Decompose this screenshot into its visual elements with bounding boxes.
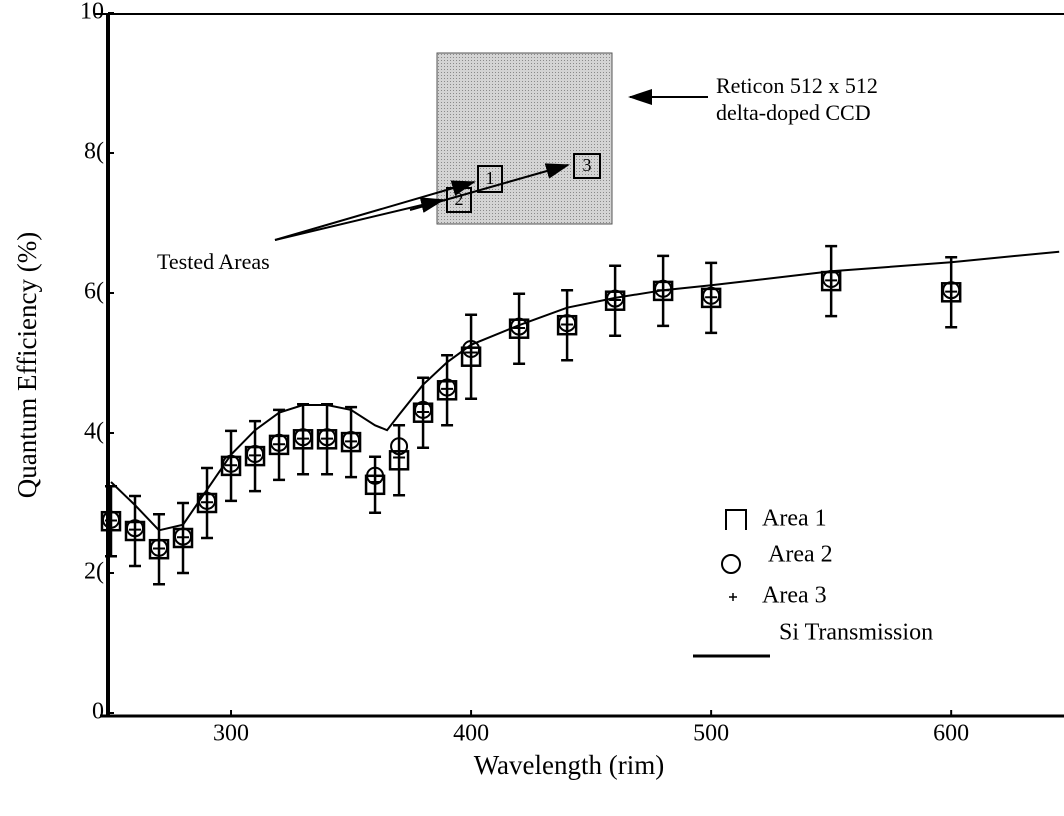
marker-square bbox=[700, 287, 722, 309]
marker-plus bbox=[297, 432, 310, 445]
marker-circle bbox=[558, 314, 577, 333]
x-axis-label: Wavelength (rim) bbox=[474, 750, 665, 780]
y-tick-label: 2( bbox=[84, 559, 104, 585]
inset-square bbox=[573, 153, 601, 179]
annotation: Reticon 512 x 512 bbox=[716, 73, 878, 98]
legend-marker bbox=[729, 593, 737, 601]
inset-label: 2 bbox=[455, 189, 464, 209]
marker-plus bbox=[273, 438, 286, 451]
marker-circle bbox=[342, 431, 361, 449]
arrow bbox=[274, 180, 476, 241]
marker-square bbox=[268, 434, 290, 456]
y-axis-label: Quantum Efficiency (%) bbox=[12, 232, 42, 498]
marker-square bbox=[436, 380, 458, 401]
marker-plus bbox=[609, 294, 622, 306]
marker-plus bbox=[153, 542, 166, 555]
inset-label: 3 bbox=[583, 155, 592, 175]
annotation: Tested Areas bbox=[157, 249, 270, 274]
y-tick-label: 8( bbox=[84, 139, 104, 165]
marker-plus bbox=[513, 322, 526, 334]
x-tick-label: 600 bbox=[933, 721, 969, 747]
marker-plus bbox=[369, 476, 382, 488]
marker-square bbox=[412, 402, 434, 423]
legend-label: Si Transmission bbox=[779, 620, 933, 646]
marker-circle bbox=[246, 445, 265, 463]
legend-label: Area 1 bbox=[762, 506, 827, 532]
marker-circle bbox=[270, 433, 289, 452]
y-tick-label: 10 bbox=[80, 0, 104, 25]
marker-circle bbox=[942, 281, 961, 300]
x-tick-label: 400 bbox=[453, 721, 489, 747]
marker-circle bbox=[510, 317, 529, 336]
marker-plus bbox=[825, 274, 838, 287]
marker-plus bbox=[201, 496, 214, 509]
marker-circle bbox=[438, 378, 457, 397]
y-tick-label: 6( bbox=[84, 279, 104, 305]
marker-circle bbox=[150, 538, 169, 557]
marker-plus bbox=[465, 346, 478, 359]
marker-square bbox=[340, 431, 362, 453]
marker-square bbox=[220, 455, 242, 477]
marker-plus bbox=[105, 514, 118, 527]
annotation: delta-doped CCD bbox=[716, 100, 871, 125]
x-tick-label: 300 bbox=[213, 721, 249, 747]
marker-plus bbox=[225, 459, 238, 472]
marker-plus bbox=[249, 449, 262, 462]
marker-circle bbox=[702, 286, 721, 305]
marker-circle bbox=[174, 527, 193, 546]
marker-plus bbox=[177, 531, 190, 544]
marker-square bbox=[556, 314, 578, 336]
marker-plus bbox=[393, 451, 406, 464]
inset-label: 1 bbox=[486, 168, 495, 188]
legend-label: Area 2 bbox=[768, 542, 833, 568]
marker-plus bbox=[441, 382, 454, 395]
marker-plus bbox=[129, 523, 142, 536]
marker-circle bbox=[126, 519, 145, 538]
marker-square bbox=[364, 474, 386, 496]
marker-circle bbox=[318, 428, 337, 447]
y-tick-label: 0 bbox=[92, 699, 104, 725]
y-tick-label: 4( bbox=[84, 419, 104, 445]
marker-plus bbox=[417, 406, 430, 418]
marker-plus bbox=[705, 291, 718, 304]
marker-plus bbox=[321, 432, 334, 445]
marker-square bbox=[244, 445, 266, 467]
marker-square bbox=[124, 520, 146, 542]
inset-square bbox=[477, 165, 503, 193]
si-transmission-line bbox=[110, 250, 1060, 532]
legend-label: Area 3 bbox=[762, 583, 827, 609]
legend-marker bbox=[721, 554, 741, 574]
x-tick-label: 500 bbox=[693, 721, 729, 747]
marker-square bbox=[292, 429, 314, 450]
marker-plus bbox=[945, 285, 958, 298]
legend-marker bbox=[725, 509, 747, 530]
marker-circle bbox=[294, 428, 313, 447]
arrow bbox=[409, 163, 570, 211]
marker-square bbox=[388, 450, 410, 471]
marker-plus bbox=[345, 435, 358, 448]
arrow bbox=[274, 197, 445, 241]
marker-circle bbox=[102, 510, 121, 529]
marker-square bbox=[316, 429, 338, 450]
marker-plus bbox=[561, 318, 574, 331]
marker-square bbox=[940, 282, 962, 303]
